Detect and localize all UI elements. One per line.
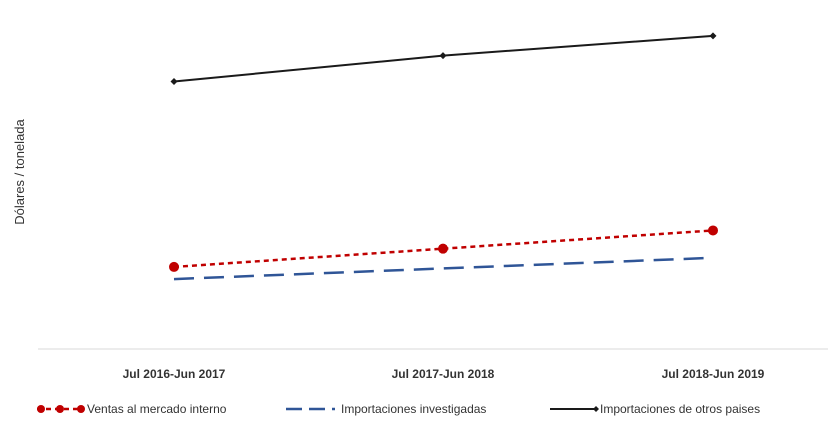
data-point bbox=[170, 77, 178, 85]
x-axis-ticks: Jul 2016-Jun 2017 Jul 2017-Jun 2018 Jul 20… bbox=[123, 367, 765, 381]
legend-item-importaciones-de-otros-paises: Importaciones de otros paises bbox=[550, 402, 760, 416]
x-tick-label: Jul 2016-Jun 2017 bbox=[123, 367, 226, 381]
series-line bbox=[173, 34, 714, 83]
legend-marker bbox=[56, 405, 64, 413]
data-point bbox=[708, 225, 718, 236]
data-point bbox=[709, 32, 717, 40]
legend-marker bbox=[593, 406, 599, 412]
x-tick-label: Jul 2017-Jun 2018 bbox=[392, 367, 495, 381]
series-importaciones-de-otros-paises bbox=[170, 32, 717, 85]
legend-label: Importaciones de otros paises bbox=[600, 402, 760, 416]
legend-item-ventas-al-mercado-interno: Ventas al mercado interno bbox=[37, 402, 227, 416]
y-axis-label: Dólares / tonelada bbox=[12, 118, 27, 224]
series-ventas-al-mercado-interno bbox=[169, 225, 718, 272]
x-tick-label: Jul 2018-Jun 2019 bbox=[662, 367, 765, 381]
legend: Ventas al mercado interno Importaciones i… bbox=[37, 402, 760, 416]
legend-label: Ventas al mercado interno bbox=[87, 402, 227, 416]
legend-marker bbox=[77, 405, 85, 413]
data-point bbox=[439, 52, 447, 60]
data-point bbox=[438, 243, 448, 254]
series-layer bbox=[169, 32, 718, 281]
series-line bbox=[173, 229, 714, 269]
legend-marker bbox=[37, 405, 45, 413]
legend-label: Importaciones investigadas bbox=[341, 402, 486, 416]
data-point bbox=[169, 261, 179, 272]
legend-item-importaciones-investigadas: Importaciones investigadas bbox=[286, 402, 486, 416]
